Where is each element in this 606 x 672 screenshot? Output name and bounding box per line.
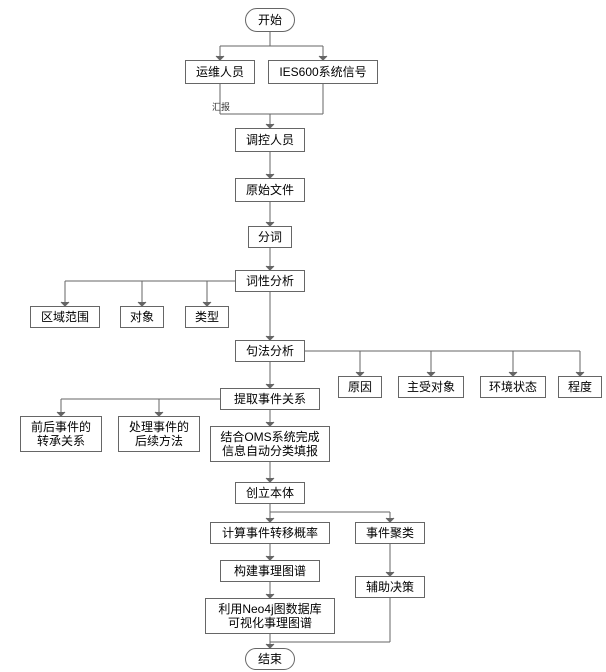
node-syntax: 句法分析	[235, 340, 305, 362]
node-type: 类型	[185, 306, 229, 328]
edge-label-huibao: 汇报	[212, 100, 230, 113]
node-oms: 结合OMS系统完成 信息自动分类填报	[210, 426, 330, 462]
node-env: 环境状态	[480, 376, 546, 398]
node-handle: 处理事件的 后续方法	[118, 416, 200, 452]
node-seg: 分词	[248, 226, 292, 248]
node-neo4j: 利用Neo4j图数据库 可视化事理图谱	[205, 598, 335, 634]
node-obj: 对象	[120, 306, 164, 328]
node-ontology: 创立本体	[235, 482, 305, 504]
node-raw: 原始文件	[235, 178, 305, 202]
node-pos: 词性分析	[235, 270, 305, 292]
flowchart-canvas: 开始运维人员 IES600系统信号调控人员原始文件分词词性分析区域范围对象类型句法…	[0, 0, 606, 672]
node-graph: 构建事理图谱	[220, 560, 320, 582]
node-prevnext: 前后事件的 转承关系	[20, 416, 102, 452]
node-cause: 原因	[338, 376, 382, 398]
node-cluster: 事件聚类	[355, 522, 425, 544]
node-ops: 运维人员	[185, 60, 255, 84]
node-assist: 辅助决策	[355, 576, 425, 598]
node-ctrl: 调控人员	[235, 128, 305, 152]
node-extract: 提取事件关系	[220, 388, 320, 410]
node-region: 区域范围	[30, 306, 100, 328]
node-prob: 计算事件转移概率	[210, 522, 330, 544]
node-ies: IES600系统信号	[268, 60, 378, 84]
node-degree: 程度	[558, 376, 602, 398]
node-subj: 主受对象	[398, 376, 464, 398]
node-end: 结束	[245, 648, 295, 670]
node-start: 开始	[245, 8, 295, 32]
